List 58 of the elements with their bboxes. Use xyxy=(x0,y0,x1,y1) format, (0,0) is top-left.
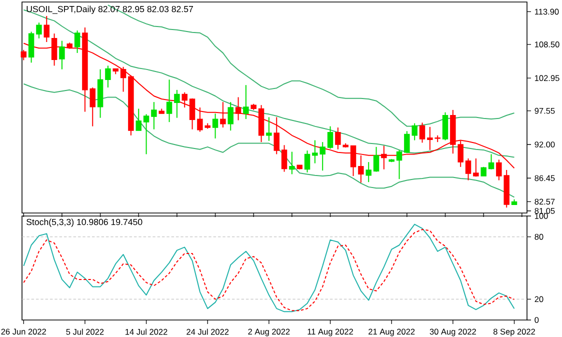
y-tick-label: 92.00 xyxy=(534,142,555,148)
candlestick xyxy=(74,30,80,54)
candlestick xyxy=(281,144,288,172)
candlestick xyxy=(212,113,218,139)
candlestick xyxy=(174,89,180,118)
candlestick xyxy=(182,92,188,108)
candlestick xyxy=(465,158,472,181)
candlestick xyxy=(151,102,157,130)
y-tick-label: 100 xyxy=(535,213,548,219)
candlestick xyxy=(335,127,341,150)
candlestick xyxy=(373,146,380,172)
candlestick xyxy=(327,126,334,150)
candlestick xyxy=(419,122,426,144)
candlestick xyxy=(274,116,280,155)
candlestick xyxy=(235,96,242,121)
y-tick-label: 20 xyxy=(534,296,544,302)
candlestick xyxy=(304,150,310,173)
y-tick-label: 108.50 xyxy=(535,42,560,48)
x-tick-label: 11 Aug 2022 xyxy=(308,328,353,336)
x-tick-label: 5 Jul 2022 xyxy=(66,328,104,335)
candlestick xyxy=(289,151,295,175)
candlestick xyxy=(120,66,126,92)
y-tick-label: 82.57 xyxy=(534,198,555,205)
candlestick xyxy=(105,65,111,88)
x-tick-label: 30 Aug 2022 xyxy=(430,328,476,336)
candlestick xyxy=(36,22,42,39)
candlestick xyxy=(20,49,26,61)
candlestick xyxy=(90,86,96,127)
candlestick xyxy=(266,116,272,142)
candlestick xyxy=(228,102,234,132)
candlestick xyxy=(166,79,172,123)
candlestick xyxy=(28,31,34,64)
x-tick-label: 24 Jul 2022 xyxy=(186,328,229,335)
candlestick xyxy=(243,84,249,120)
candlestick xyxy=(59,40,65,70)
candlestick xyxy=(136,108,142,132)
y-tick-label: 102.95 xyxy=(535,75,560,82)
y-tick-label: 86.45 xyxy=(534,175,555,182)
candlestick xyxy=(44,15,50,43)
y-tick-label: 0 xyxy=(534,317,539,323)
x-tick-label: 26 Jun 2022 xyxy=(1,328,46,335)
candlestick xyxy=(220,102,226,128)
y-tick-label: 80 xyxy=(534,234,544,240)
y-tick-label: 97.55 xyxy=(534,108,555,114)
candlestick xyxy=(473,158,479,178)
candlestick xyxy=(396,149,402,180)
y-tick-label: 81.05 xyxy=(534,208,555,214)
x-tick-label: 14 Jul 2022 xyxy=(126,328,168,335)
candlestick xyxy=(442,112,448,141)
candlestick xyxy=(366,162,372,183)
y-tick-label: 113.90 xyxy=(535,8,559,15)
candlestick xyxy=(189,98,196,130)
chart-title: Stoch(5,3,3) 10.9806 19.7450 xyxy=(26,218,142,227)
candlestick xyxy=(143,114,150,155)
x-tick-label: 8 Sep 2022 xyxy=(493,328,535,336)
x-tick-label: 21 Aug 2022 xyxy=(368,328,415,336)
x-tick-label: 2 Aug 2022 xyxy=(248,328,290,336)
candlestick xyxy=(488,154,494,170)
